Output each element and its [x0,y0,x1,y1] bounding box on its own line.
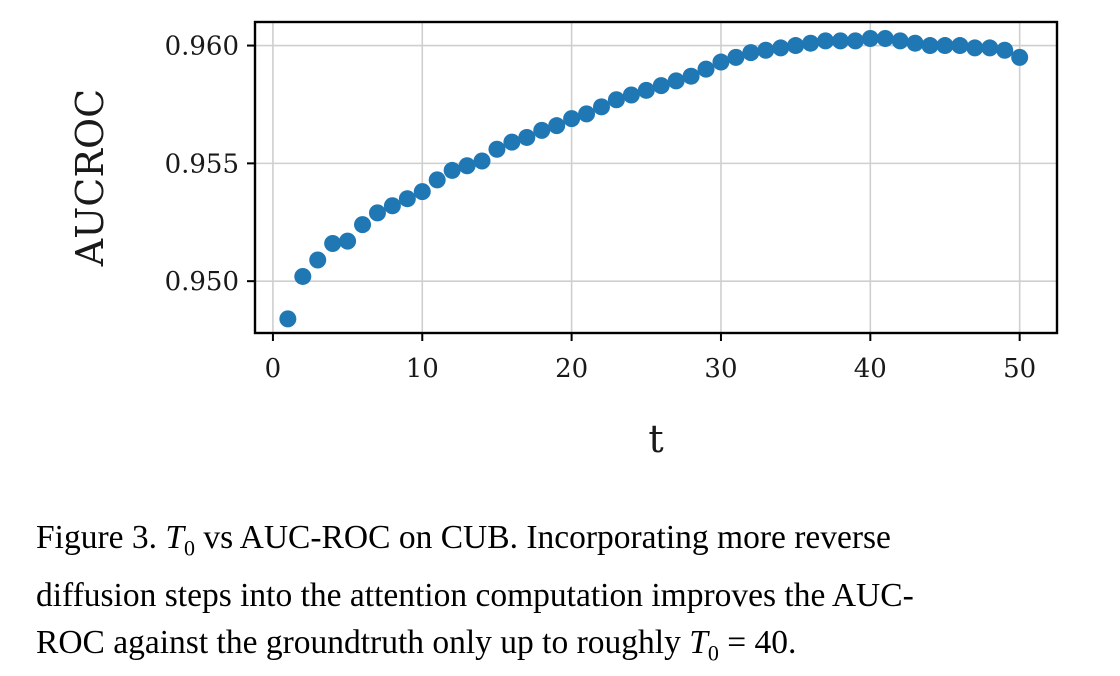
grid-lines [255,22,1057,333]
data-point [697,60,715,78]
data-point [294,267,312,285]
data-point [428,171,446,189]
data-point [563,110,581,128]
x-tick-label: 30 [704,354,737,384]
data-point [817,32,835,50]
data-point [592,98,610,116]
x-tick-label: 50 [1003,354,1036,384]
data-point [309,251,327,269]
caption-line-3: ROC against the groundtruth only up to r… [36,619,1096,676]
data-point [473,152,491,170]
data-point [906,34,924,52]
aucroc-scatter-chart: 0 10 20 30 40 50 0.950 0.955 0.960 t AUCROC [68,20,1059,461]
data-point [951,37,969,55]
data-point [622,86,640,104]
data-point [921,37,939,55]
data-point [279,310,297,328]
data-point [324,234,342,252]
x-tick-label: 20 [555,354,588,384]
data-point [443,161,461,179]
caption-symbol-t: T [165,519,184,556]
data-point [533,121,551,139]
data-point [727,48,745,66]
x-tick-label: 40 [854,354,887,384]
data-point [518,128,536,146]
caption-subscript: 0 [183,535,195,561]
data-point [413,183,431,201]
data-point [861,29,879,47]
caption-symbol-t: T [689,623,708,661]
caption-figure-number: Figure 3. [36,519,166,556]
axis-ticks: 0 10 20 30 40 50 0.950 0.955 0.960 [165,32,1037,384]
data-point [368,204,386,222]
data-point [398,190,416,208]
caption-line-2: diffusion steps into the attention compu… [36,576,914,614]
data-point [772,39,790,57]
data-point [339,232,357,250]
data-point [578,105,596,123]
data-point [742,44,760,62]
data-point [876,29,894,47]
data-point [383,197,401,215]
data-point [682,67,700,85]
y-axis-label: AUCROC [68,89,112,267]
data-point [712,53,730,71]
x-tick-label: 0 [265,354,282,384]
data-point [488,140,506,158]
data-point [1011,48,1029,66]
data-point [802,34,820,52]
data-point [996,41,1014,59]
data-point [787,37,805,55]
figure-caption: Figure 3. T0 vs AUC-ROC on CUB. Incorpor… [36,514,1096,676]
caption-line-1: Figure 3. T0 vs AUC-ROC on CUB. Incorpor… [36,514,1096,572]
plot-frame [253,20,1059,335]
y-tick-label: 0.960 [165,32,239,62]
data-point [548,117,566,135]
y-tick-label: 0.950 [165,267,239,297]
data-point [831,32,849,50]
data-point [667,72,685,90]
data-point [607,91,625,109]
data-point [458,157,476,175]
data-point [637,81,655,99]
data-point [354,216,372,234]
caption-text: = 40. [718,623,797,661]
data-point [936,37,954,55]
data-point [652,77,670,95]
data-point [757,41,775,59]
y-tick-label: 0.955 [165,149,239,179]
data-points [279,29,1029,328]
data-point [846,32,864,50]
data-point [891,32,909,50]
caption-text: vs AUC-ROC on CUB. Incorporating more re… [194,519,891,556]
x-axis-label: t [648,417,663,461]
data-point [966,39,984,57]
caption-subscript: 0 [707,640,719,666]
data-point [503,133,521,151]
caption-text: ROC against the groundtruth only up to r… [36,623,690,661]
x-tick-label: 10 [406,354,439,384]
data-point [981,39,999,57]
